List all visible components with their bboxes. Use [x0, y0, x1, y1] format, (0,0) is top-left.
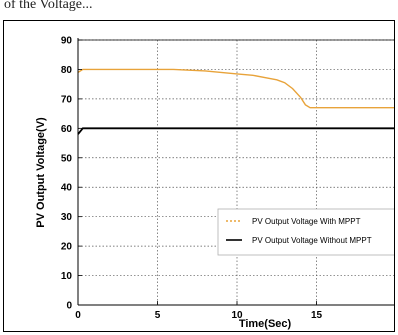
- x-tick-label-10: 10: [231, 310, 243, 321]
- y-tick-label-80: 80: [61, 65, 73, 76]
- y-tick-label-20: 20: [61, 242, 73, 253]
- series-line-with-mppt: [77, 68, 394, 109]
- tick-labels: 0 10 20 30 40 50 60 70 80 90 0 5 10 15: [61, 36, 323, 322]
- series-line-without-mppt: [77, 127, 394, 135]
- series-layer: [77, 68, 394, 135]
- y-axis-title: PV Output Voltage(V): [35, 117, 47, 228]
- chart-frame: 0 10 20 30 40 50 60 70 80 90 0 5 10 15 Time(Sec) PV O…: [3, 20, 395, 332]
- caption-fragment: of the Voltage...: [0, 0, 398, 20]
- y-tick-label-10: 10: [61, 271, 73, 282]
- legend-label-without-mppt: PV Output Voltage Without MPPT: [252, 236, 372, 245]
- legend-box: [217, 208, 394, 256]
- legend: PV Output Voltage With MPPT PV Output Vo…: [217, 208, 394, 256]
- y-tick-label-70: 70: [61, 94, 73, 105]
- y-tick-label-0: 0: [66, 301, 72, 312]
- x-tick-label-0: 0: [75, 310, 81, 321]
- axes: [77, 38, 394, 306]
- y-tick-label-90: 90: [61, 36, 73, 47]
- legend-label-with-mppt: PV Output Voltage With MPPT: [252, 217, 361, 226]
- y-tick-label-40: 40: [61, 183, 73, 194]
- y-tick-label-60: 60: [61, 124, 73, 135]
- grid-lines: [78, 39, 394, 305]
- x-tick-label-5: 5: [155, 310, 161, 321]
- y-tick-label-30: 30: [61, 212, 73, 223]
- caption-text: of the Voltage...: [4, 0, 93, 12]
- x-axis-title: Time(Sec): [239, 318, 292, 330]
- x-tick-label-15: 15: [311, 310, 323, 321]
- voltage-chart: 0 10 20 30 40 50 60 70 80 90 0 5 10 15 Time(Sec) PV O…: [35, 36, 394, 330]
- y-tick-label-50: 50: [61, 153, 73, 164]
